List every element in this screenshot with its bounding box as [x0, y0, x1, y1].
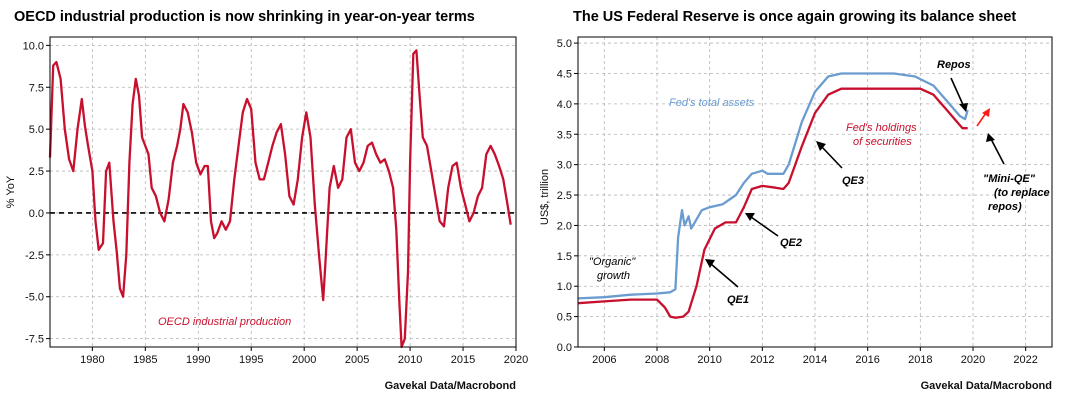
r-y-tick-label: 5.0 — [557, 38, 572, 50]
right-series-total-assets-line — [577, 72, 969, 300]
l-x-tick-label: 2005 — [345, 354, 369, 366]
annotation-miniqe-line3: repos) — [988, 201, 1022, 213]
left-gridlines — [50, 37, 516, 347]
left-source-label: Gavekal Data/Macrobond — [385, 380, 516, 392]
left-plot-frame — [49, 36, 517, 348]
r-x-tick-label: 2006 — [592, 354, 616, 366]
l-x-tick-label: 2010 — [398, 354, 422, 366]
left-y-axis-label: % YoY — [5, 175, 17, 208]
annotation-total-assets: Fed's total assets — [669, 97, 755, 109]
right-y-tick-labels: 5.0 4.5 4.0 3.5 3.0 2.5 2.0 1.5 1.0 0.5 0.0 — [557, 38, 578, 354]
l-y-tick-label: -2.5 — [25, 250, 44, 262]
r-x-tick-label: 2008 — [645, 354, 669, 366]
annotation-repos: Repos — [937, 59, 971, 71]
r-y-tick-label: 1.5 — [557, 251, 572, 263]
l-x-tick-label: 1990 — [186, 354, 210, 366]
arrow-growth-projection-head — [982, 108, 990, 117]
left-chart-title: OECD industrial production is now shrink… — [14, 9, 475, 25]
annotation-qe1: QE1 — [727, 294, 749, 306]
annotation-qe3: QE3 — [842, 175, 864, 187]
right-y-axis-label: US$, trillion — [539, 169, 551, 225]
arrow-growth-projection — [976, 112, 987, 127]
arrow-miniqe-head — [986, 133, 995, 142]
r-y-tick-label: 0.0 — [557, 342, 572, 354]
left-x-tick-labels: 1980 1985 1990 1995 2000 2005 2010 2015 2020 — [80, 347, 528, 366]
right-gridlines — [578, 37, 1052, 347]
annotation-miniqe-line1: "Mini-QE" — [983, 173, 1036, 185]
right-source-label: Gavekal Data/Macrobond — [921, 380, 1052, 392]
left-series-oecd-line — [48, 49, 512, 349]
r-y-tick-label: 1.0 — [557, 281, 572, 293]
l-x-tick-label: 2015 — [451, 354, 475, 366]
annotation-qe2: QE2 — [780, 237, 802, 249]
left-series-annotation: OECD industrial production — [158, 316, 291, 328]
arrow-qe1-head — [705, 259, 715, 268]
arrow-qe2-head — [745, 213, 755, 221]
r-y-tick-label: 3.5 — [557, 129, 572, 141]
right-x-tick-labels: 2006 2008 2010 2012 2014 2016 2018 2020 2022 — [592, 347, 1038, 366]
l-x-tick-label: 1995 — [239, 354, 263, 366]
arrow-miniqe — [990, 138, 1005, 165]
r-x-tick-label: 2012 — [750, 354, 774, 366]
l-y-tick-label: 5.0 — [29, 124, 44, 136]
annotation-organic-line2: growth — [597, 270, 630, 282]
r-x-tick-label: 2020 — [961, 354, 985, 366]
arrow-qe3-head — [816, 141, 826, 151]
l-x-tick-label: 1985 — [133, 354, 157, 366]
right-series-securities-line — [577, 87, 968, 319]
annotation-securities-line1: Fed's holdings — [846, 122, 917, 134]
r-y-tick-label: 2.5 — [557, 190, 572, 202]
right-chart-title: The US Federal Reserve is once again gro… — [573, 9, 1016, 25]
arrow-repos — [950, 77, 965, 108]
arrow-repos-head — [959, 103, 968, 112]
arrow-qe1 — [710, 263, 739, 288]
l-y-tick-label: 10.0 — [23, 40, 44, 52]
r-y-tick-label: 4.0 — [557, 99, 572, 111]
r-x-tick-label: 2022 — [1013, 354, 1037, 366]
l-y-tick-label: 0.0 — [29, 208, 44, 220]
r-x-tick-label: 2010 — [697, 354, 721, 366]
r-x-tick-label: 2018 — [908, 354, 932, 366]
l-y-tick-label: 2.5 — [29, 166, 44, 178]
r-y-tick-label: 4.5 — [557, 68, 572, 80]
r-y-tick-label: 0.5 — [557, 312, 572, 324]
annotation-miniqe-line2: (to replace — [994, 187, 1050, 199]
arrow-qe3 — [820, 145, 843, 169]
left-y-tick-labels: 10.0 7.5 5.0 2.5 0.0 -2.5 -5.0 -7.5 — [23, 40, 50, 346]
r-y-tick-label: 2.0 — [557, 220, 572, 232]
arrow-qe2 — [750, 216, 779, 237]
l-x-tick-label: 2020 — [504, 354, 528, 366]
l-y-tick-label: -5.0 — [25, 292, 44, 304]
r-y-tick-label: 3.0 — [557, 160, 572, 172]
r-x-tick-label: 2016 — [855, 354, 879, 366]
l-y-tick-label: -7.5 — [25, 334, 44, 346]
l-x-tick-label: 2000 — [292, 354, 316, 366]
l-x-tick-label: 1980 — [80, 354, 104, 366]
r-x-tick-label: 2014 — [803, 354, 827, 366]
l-y-tick-label: 7.5 — [29, 82, 44, 94]
annotation-organic-line1: "Organic" — [589, 256, 636, 268]
annotation-securities-line2: of securities — [853, 136, 912, 148]
